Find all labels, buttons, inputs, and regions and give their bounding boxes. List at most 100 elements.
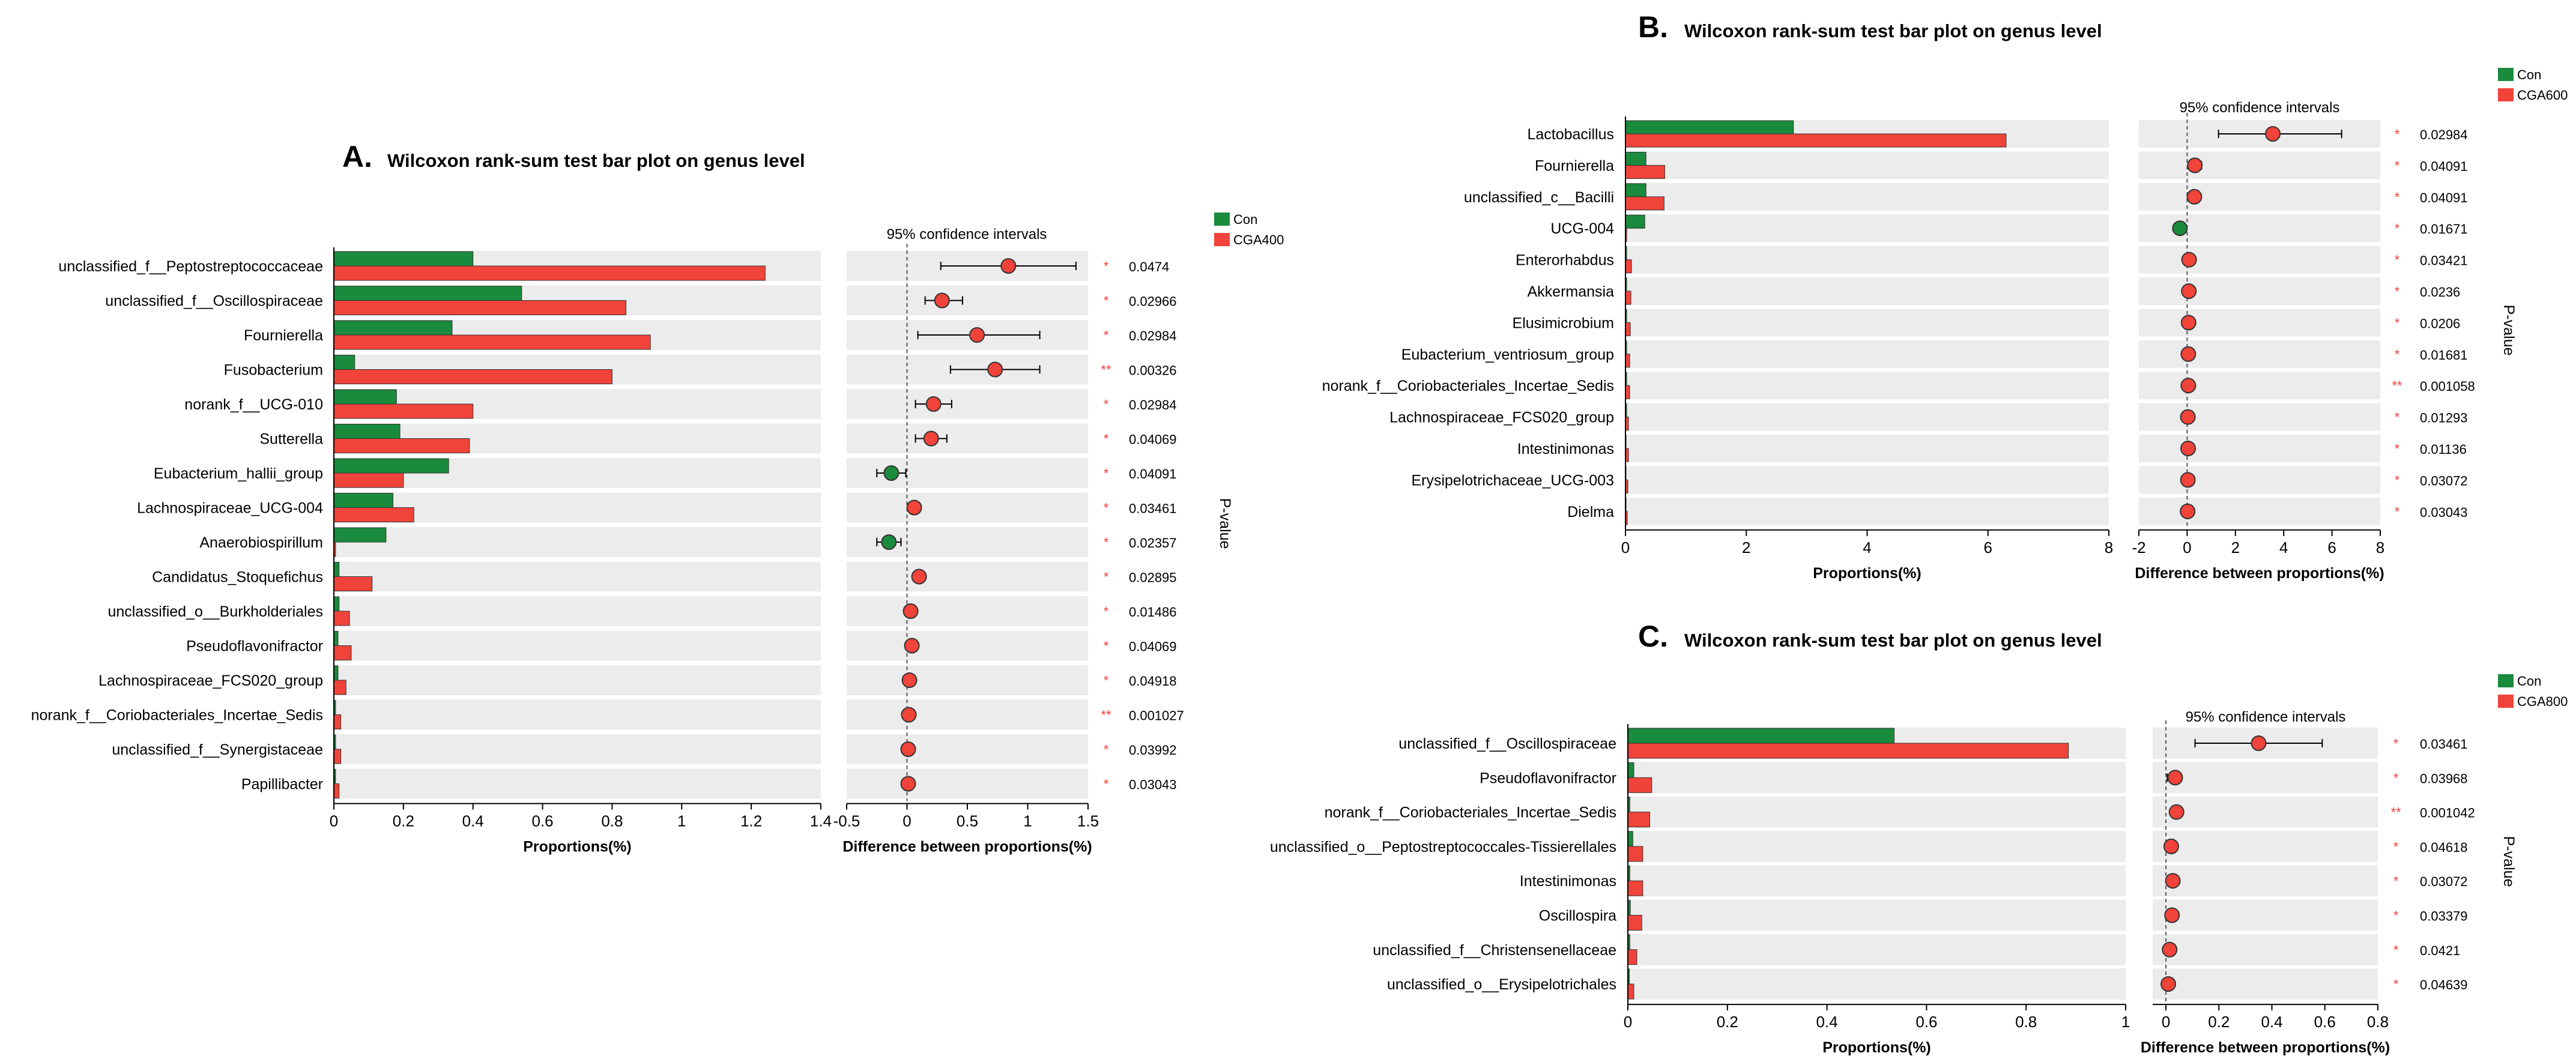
p-value: 0.0206 xyxy=(2420,316,2460,331)
legend-label: CGA800 xyxy=(2517,694,2568,709)
diff-row-background xyxy=(2153,796,2378,828)
difference-point xyxy=(2160,976,2177,992)
row-background xyxy=(1625,309,2109,337)
bar-treatment xyxy=(333,680,346,695)
diff-x-tick-label: 0 xyxy=(2183,539,2191,557)
category-label: Dielma xyxy=(1567,504,1614,520)
category-label: Anaerobiospirillum xyxy=(199,534,323,551)
row-background xyxy=(1625,403,2109,431)
bar-con xyxy=(333,389,397,405)
bar-treatment xyxy=(333,714,342,729)
significance-star: * xyxy=(2395,472,2400,487)
significance-star: * xyxy=(2395,441,2400,456)
significance-star: ** xyxy=(1101,708,1111,723)
bar-con xyxy=(1627,831,1633,847)
bar-con xyxy=(333,458,449,474)
chart-title: Wilcoxon rank-sum test bar plot on genus… xyxy=(387,150,805,171)
diff-row-background xyxy=(847,734,1088,764)
significance-star: * xyxy=(2395,221,2400,236)
p-value: 0.03072 xyxy=(2420,874,2468,889)
p-value-axis-label: P-value xyxy=(2500,305,2517,356)
significance-star: * xyxy=(2395,315,2400,330)
bar-treatment xyxy=(333,403,474,419)
p-value: 0.04069 xyxy=(1129,639,1177,654)
difference-point xyxy=(2180,315,2197,331)
diff-row-background xyxy=(847,665,1088,695)
significance-star: * xyxy=(1104,777,1109,792)
bar-treatment xyxy=(333,334,651,350)
diff-row-background xyxy=(2153,865,2378,897)
difference-point xyxy=(2186,189,2203,205)
difference-point xyxy=(900,741,916,757)
p-value: 0.03421 xyxy=(2420,253,2468,268)
difference-point xyxy=(900,776,916,792)
diff-row-background xyxy=(847,630,1088,661)
x-tick-label: 0 xyxy=(330,812,338,830)
diff-row-background xyxy=(847,423,1088,454)
difference-point xyxy=(2164,907,2180,923)
legend-swatch xyxy=(2498,674,2514,687)
difference-point xyxy=(2162,941,2178,958)
bar-con xyxy=(333,631,339,646)
row-background xyxy=(1628,968,2126,1000)
row-background xyxy=(1625,435,2109,462)
category-label: Lactobacillus xyxy=(1527,126,1614,143)
significance-star: * xyxy=(1104,639,1109,654)
category-label: Intestinimonas xyxy=(1520,873,1616,890)
diff-row-background xyxy=(2139,403,2380,431)
row-background xyxy=(334,630,821,661)
diff-row-background xyxy=(2139,309,2380,337)
diff-x-tick-label: 0.4 xyxy=(2261,1013,2282,1031)
bar-con xyxy=(333,424,401,439)
diff-row-background xyxy=(2139,497,2380,525)
category-label: norank_f__Coriobacteriales_Incertae_Sedi… xyxy=(1325,804,1616,821)
diff-x-tick-label: 0 xyxy=(903,812,911,830)
row-background xyxy=(1625,372,2109,400)
bar-treatment xyxy=(1627,812,1650,828)
difference-point xyxy=(901,707,917,723)
difference-point xyxy=(883,465,899,481)
difference-point xyxy=(1000,258,1017,274)
category-label: unclassified_f__Oscillospiraceae xyxy=(1398,735,1616,752)
category-label: Erysipelotrichaceae_UCG-003 xyxy=(1411,472,1614,489)
category-label: Lachnospiraceae_UCG-004 xyxy=(137,500,323,517)
x-axis-label: Proportions(%) xyxy=(1822,1039,1931,1056)
x-tick-label: 1.2 xyxy=(740,812,762,830)
bar-treatment xyxy=(1627,983,1634,1000)
diff-row-background xyxy=(2153,830,2378,862)
diff-row-background xyxy=(2153,762,2378,794)
row-background xyxy=(334,665,821,695)
row-background xyxy=(1625,214,2109,243)
p-value: 0.02984 xyxy=(1129,328,1177,343)
bar-con xyxy=(333,493,393,508)
category-label: unclassified_f__Synergistaceae xyxy=(112,741,323,758)
row-background xyxy=(1625,277,2109,305)
row-background xyxy=(334,527,821,557)
p-value: 0.001058 xyxy=(2420,379,2475,394)
x-tick-label: 0.4 xyxy=(1816,1013,1838,1031)
x-tick-label: 4 xyxy=(1863,539,1871,557)
category-label: Fusobacterium xyxy=(224,362,323,379)
significance-star: * xyxy=(2395,253,2400,268)
row-background xyxy=(334,699,821,730)
diff-x-tick-label: 2 xyxy=(2231,539,2240,557)
row-background xyxy=(1628,934,2126,965)
significance-star: * xyxy=(1104,466,1109,481)
difference-point xyxy=(969,327,985,343)
category-label: norank_f__UCG-010 xyxy=(184,396,323,413)
x-tick-label: 0.6 xyxy=(531,812,553,830)
bar-con xyxy=(333,665,339,681)
row-background xyxy=(1625,151,2109,180)
diff-x-tick-label: 1 xyxy=(1023,812,1032,830)
difference-point xyxy=(881,534,897,550)
x-tick-label: 2 xyxy=(1742,539,1750,557)
significance-star: * xyxy=(2393,839,2399,854)
difference-point xyxy=(904,638,920,654)
bar-con xyxy=(333,251,474,267)
significance-star: * xyxy=(2395,410,2400,425)
difference-point xyxy=(2180,503,2196,519)
category-label: Papillibacter xyxy=(241,776,323,793)
difference-point xyxy=(903,603,919,619)
bar-treatment xyxy=(1627,846,1643,862)
row-background xyxy=(1628,762,2126,794)
